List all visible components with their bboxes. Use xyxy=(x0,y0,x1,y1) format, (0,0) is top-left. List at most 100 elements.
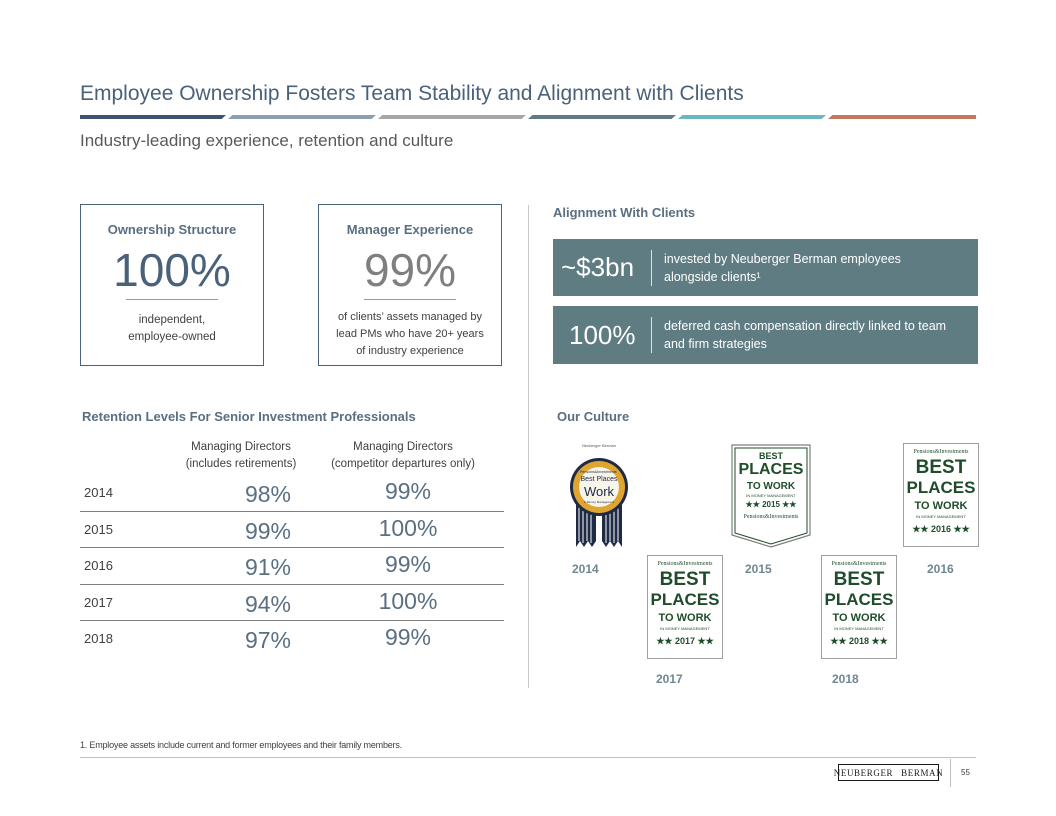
stripe-segment xyxy=(80,115,226,119)
badge-text: IN MONEY MANAGEMENT xyxy=(660,626,710,631)
award-badge-2014: Neuberger Berman Pensions&Investments' 2… xyxy=(568,443,630,547)
alignment-desc: invested by Neuberger Berman employees a… xyxy=(664,251,901,284)
award-badge-2018: Pensions&Investments BEST PLACES TO WORK… xyxy=(821,555,897,659)
col-header-line: (includes retirements) xyxy=(185,458,297,470)
retention-col-header: Managing Directors (competitor departure… xyxy=(318,439,488,473)
badge-top-text: Neuberger Berman xyxy=(581,443,617,448)
row-year: 2016 xyxy=(84,558,113,573)
alignment-separator xyxy=(651,249,652,286)
alignment-desc: deferred cash compensation directly link… xyxy=(664,319,947,351)
badge-text: PLACES xyxy=(906,478,976,497)
experience-desc-line: of industry experience xyxy=(356,345,464,357)
company-logo: NEUBERGER BERMAN xyxy=(834,764,943,781)
badge-text: PLACES xyxy=(650,590,720,609)
badge-year-label: 2018 xyxy=(832,672,859,686)
alignment-separator xyxy=(651,317,652,353)
ownership-desc-line: employee-owned xyxy=(128,331,216,343)
badge-text: BEST xyxy=(833,569,885,590)
footer-rule xyxy=(80,757,976,758)
table-row: 2014 98% 99% xyxy=(80,475,504,512)
badge-text: TO WORK xyxy=(658,612,712,624)
ownership-desc: independent, employee-owned xyxy=(97,312,247,346)
table-row: 2016 91% 99% xyxy=(80,548,504,585)
badge-text: Work xyxy=(583,484,615,499)
award-badge-2017: Pensions&Investments BEST PLACES TO WORK… xyxy=(647,555,723,659)
page-number: 55 xyxy=(961,768,970,777)
alignment-row: ~$3bn invested by Neuberger Berman emplo… xyxy=(553,239,978,296)
badge-text: BEST xyxy=(659,569,711,590)
stripe-segment xyxy=(678,115,826,119)
row-value: 91% xyxy=(244,554,292,580)
alignment-row: 100% deferred cash compensation directly… xyxy=(553,306,978,364)
page-title: Employee Ownership Fosters Team Stabilit… xyxy=(80,82,744,105)
badge-text: in Money Management xyxy=(583,500,615,504)
table-row: 2015 99% 100% xyxy=(80,512,504,548)
experience-desc: of clients’ assets managed by lead PMs w… xyxy=(325,309,495,360)
alignment-value: 100% xyxy=(569,319,636,350)
badge-text: PLACES xyxy=(738,461,804,478)
alignment-value: ~$3bn xyxy=(561,252,635,282)
experience-title: Manager Experience xyxy=(346,222,474,237)
stripe-segment xyxy=(828,115,976,119)
badge-year-label: 2015 xyxy=(745,562,772,576)
row-year: 2014 xyxy=(84,485,113,500)
award-badge-2015: BEST PLACES TO WORK IN MONEY MANAGEMENT … xyxy=(730,443,812,549)
badge-text: Pensions&Investments' 2014 xyxy=(580,470,618,474)
logo-text-left: NEUBERGER xyxy=(833,767,894,778)
stripe-segment xyxy=(528,115,676,119)
stripe-segment xyxy=(378,115,526,119)
alignment-label: Alignment With Clients xyxy=(553,205,696,220)
badge-text: BEST xyxy=(758,451,783,461)
experience-desc-line: lead PMs who have 20+ years xyxy=(336,328,484,340)
retention-col-header: Managing Directors (includes retirements… xyxy=(156,439,326,473)
retention-label: Retention Levels For Senior Investment P… xyxy=(82,409,416,424)
row-year: 2017 xyxy=(84,594,113,610)
row-value: 99% xyxy=(384,624,432,650)
row-value: 99% xyxy=(384,478,432,504)
manager-experience-box: Manager Experience 99% of clients’ asset… xyxy=(318,204,502,366)
badge-text: BEST xyxy=(915,457,967,478)
box-divider xyxy=(126,299,218,300)
experience-value: 99% xyxy=(363,244,457,296)
ribbon-icon xyxy=(570,458,628,547)
badge-pub: Pensions&Investments xyxy=(657,561,713,567)
table-row: 2017 94% 100% xyxy=(80,585,504,621)
box-divider xyxy=(364,299,456,300)
shield-icon xyxy=(731,444,811,548)
badge-text: IN MONEY MANAGEMENT xyxy=(746,493,796,498)
culture-label: Our Culture xyxy=(557,409,630,424)
logo-text-right: BERMAN xyxy=(901,767,944,778)
badge-text: Best Places xyxy=(580,476,618,483)
col-header-line: Managing Directors xyxy=(353,441,453,453)
footer-divider xyxy=(950,759,951,787)
badge-text: IN MONEY MANAGEMENT xyxy=(916,514,966,519)
badge-text: IN MONEY MANAGEMENT xyxy=(834,626,884,631)
row-year: 2018 xyxy=(84,631,113,646)
row-value: 97% xyxy=(244,627,292,653)
row-value: 100% xyxy=(378,514,438,541)
badge-text: ★★ 2018 ★★ xyxy=(830,636,888,646)
award-badge-2016: Pensions&Investments BEST PLACES TO WORK… xyxy=(903,443,979,547)
row-year: 2015 xyxy=(84,521,113,537)
badge-text: ★★ 2015 ★★ xyxy=(745,500,797,509)
badge-text: TO WORK xyxy=(832,612,886,624)
ownership-value: 100% xyxy=(113,244,231,296)
badge-text: TO WORK xyxy=(914,500,968,512)
ownership-title: Ownership Structure xyxy=(107,222,237,237)
badge-year-label: 2017 xyxy=(656,672,683,686)
badge-text: ★★ 2016 ★★ xyxy=(912,524,970,534)
table-row: 2018 97% 99% xyxy=(80,621,504,658)
badge-pub: Pensions&Investments xyxy=(831,561,887,567)
badge-year-label: 2016 xyxy=(927,562,954,576)
col-header-line: Managing Directors xyxy=(191,441,291,453)
footnote: 1. Employee assets include current and f… xyxy=(80,740,402,750)
row-value: 98% xyxy=(244,481,292,507)
col-header-line: (competitor departures only) xyxy=(331,458,475,470)
row-value: 99% xyxy=(384,551,432,577)
experience-desc-line: of clients’ assets managed by xyxy=(338,311,482,323)
column-divider xyxy=(528,205,529,688)
stripe-segment xyxy=(228,115,376,119)
badge-text: PLACES xyxy=(824,590,894,609)
badge-year-label: 2014 xyxy=(572,562,599,576)
row-value: 100% xyxy=(378,587,438,614)
